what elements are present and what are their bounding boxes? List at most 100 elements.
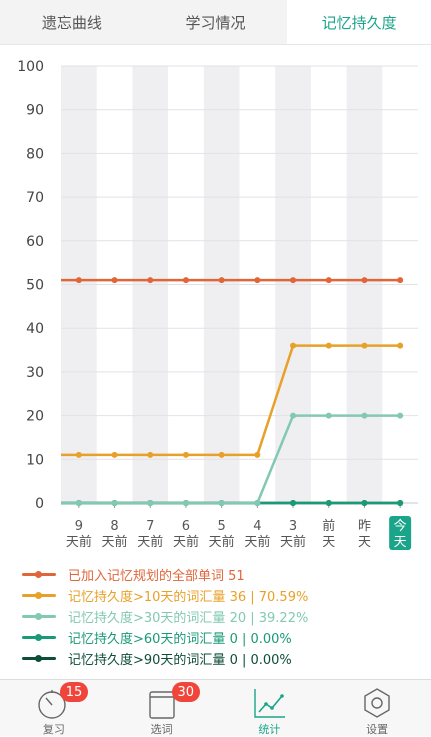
data-point: [111, 500, 118, 506]
y-tick-label: 30: [26, 365, 44, 381]
timer-icon: [36, 685, 72, 721]
data-point: [361, 277, 368, 284]
legend-label: 记忆持久度>30天的词汇量 20 | 39.22%: [68, 611, 309, 626]
data-point: [147, 500, 154, 506]
legend-swatch: [22, 613, 56, 620]
today-highlight: [389, 516, 412, 550]
x-tick-label: 5: [218, 519, 226, 534]
y-tick-label: 20: [26, 409, 44, 425]
x-tick-label: 天前: [280, 534, 306, 550]
data-point: [254, 451, 261, 458]
x-tick-label: 今: [394, 518, 407, 534]
data-point: [218, 500, 225, 506]
y-tick-label: 10: [26, 452, 44, 468]
legend-label: 记忆持久度>10天的词汇量 36 | 70.59%: [68, 590, 309, 605]
x-tick-label: 天: [322, 535, 335, 550]
y-tick-label: 0: [35, 496, 44, 512]
x-tick-label: 天前: [244, 534, 270, 550]
x-tick-label: 4: [253, 519, 261, 534]
nav-label: 复习: [42, 723, 65, 736]
nav-select-words[interactable]: 30 选词: [108, 680, 216, 736]
data-point: [325, 412, 332, 419]
y-tick-label: 60: [26, 234, 44, 250]
data-point: [397, 342, 404, 349]
legend-item: 已加入记忆规划的全部单词 51: [22, 564, 308, 585]
data-point: [361, 500, 368, 506]
x-tick-label: 天前: [66, 534, 92, 550]
y-tick-label: 70: [26, 190, 44, 206]
x-tick-label: 6: [182, 519, 190, 534]
data-point: [147, 451, 154, 458]
tab-label: 记忆持久度: [321, 13, 397, 32]
tab-forgetting-curve[interactable]: 遗忘曲线: [0, 0, 144, 44]
x-tick-label: 天前: [209, 534, 235, 550]
y-tick-label: 80: [26, 146, 44, 162]
y-tick-label: 50: [26, 278, 44, 294]
legend-item: 记忆持久度>60天的词汇量 0 | 0.00%: [22, 627, 308, 648]
x-tick-label: 天: [394, 535, 407, 550]
nav-review[interactable]: 15 复习: [0, 680, 108, 736]
chart-legend: 已加入记忆规划的全部单词 51 记忆持久度>10天的词汇量 36 | 70.59…: [22, 564, 308, 669]
data-point: [218, 277, 225, 284]
legend-item: 记忆持久度>10天的词汇量 36 | 70.59%: [22, 585, 308, 606]
data-point: [75, 451, 82, 458]
tab-study-status[interactable]: 学习情况: [144, 0, 288, 44]
legend-item: 记忆持久度>30天的词汇量 20 | 39.22%: [22, 606, 308, 627]
data-point: [254, 277, 261, 284]
tab-bar: 遗忘曲线 学习情况 记忆持久度: [0, 0, 431, 45]
memory-durability-chart: 01020304050607080901009天前8天前7天前6天前5天前4天前…: [17, 59, 418, 550]
data-point: [182, 277, 189, 284]
x-tick-label: 天前: [137, 534, 163, 550]
x-tick-label: 昨: [358, 519, 371, 534]
legend-label: 已加入记忆规划的全部单词 51: [68, 569, 245, 584]
data-point: [290, 412, 297, 419]
gear-icon: [359, 685, 395, 721]
nav-label: 设置: [366, 723, 389, 736]
data-point: [325, 500, 332, 506]
data-point: [290, 500, 297, 506]
nav-label: 选词: [150, 723, 173, 736]
nav-statistics[interactable]: 统计: [216, 680, 324, 736]
legend-swatch: [22, 571, 56, 578]
data-point: [290, 342, 297, 349]
legend-swatch: [22, 634, 56, 641]
chart-icon: [251, 685, 287, 721]
legend-swatch: [22, 655, 56, 662]
data-point: [111, 277, 118, 284]
data-point: [397, 277, 404, 284]
data-point: [397, 412, 404, 419]
y-tick-label: 100: [17, 59, 44, 75]
data-point: [218, 451, 225, 458]
legend-label: 记忆持久度>90天的词汇量 0 | 0.00%: [68, 653, 292, 668]
tab-memory-durability[interactable]: 记忆持久度: [287, 0, 431, 44]
y-tick-label: 40: [26, 321, 44, 337]
x-tick-label: 9: [75, 519, 83, 534]
x-tick-label: 3: [289, 519, 297, 534]
tab-label: 学习情况: [185, 13, 246, 32]
review-count-badge: 15: [60, 682, 88, 702]
data-point: [361, 412, 368, 419]
tab-label: 遗忘曲线: [41, 13, 102, 32]
data-point: [147, 277, 154, 284]
data-point: [397, 500, 404, 506]
x-tick-label: 前: [322, 518, 335, 534]
new-words-badge: 30: [171, 682, 200, 702]
data-point: [111, 451, 118, 458]
x-tick-label: 7: [146, 519, 154, 534]
data-point: [75, 277, 82, 284]
data-point: [361, 342, 368, 349]
y-tick-label: 90: [26, 103, 44, 119]
legend-swatch: [22, 592, 56, 599]
nav-settings[interactable]: 设置: [323, 680, 431, 736]
nav-label: 统计: [258, 723, 281, 736]
book-icon: [144, 685, 180, 721]
x-tick-label: 天: [358, 535, 371, 550]
x-tick-label: 8: [110, 519, 118, 534]
data-point: [290, 277, 297, 284]
data-point: [254, 500, 261, 506]
x-tick-label: 天前: [102, 534, 128, 550]
data-point: [182, 451, 189, 458]
data-point: [325, 277, 332, 284]
data-point: [182, 500, 189, 506]
data-point: [325, 342, 332, 349]
